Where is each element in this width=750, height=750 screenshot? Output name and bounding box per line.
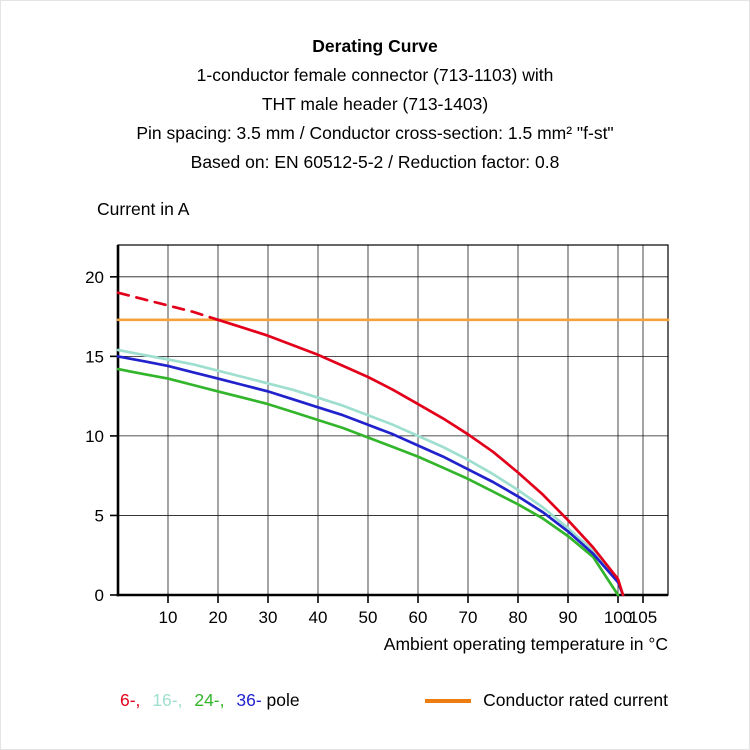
x-tick-label: 10 [159,608,178,627]
x-tick-label: 70 [459,608,478,627]
x-tick-label: 60 [409,608,428,627]
legend-poles: 6-, 16-, 24-, 36- pole [120,690,300,711]
x-tick-label: 50 [359,608,378,627]
y-tick-label: 0 [95,586,104,605]
x-axis-title: Ambient operating temperature in °C [383,634,668,654]
legend-pole-6: 6-, [120,690,141,710]
rated-current-line-swatch [425,698,472,703]
series-6-pole [116,291,220,322]
x-tick-label: 100 [604,608,632,627]
y-tick-label: 10 [85,427,104,446]
series-6-pole [216,318,625,597]
subtitle-line-4: Based on: EN 60512-5-2 / Reduction facto… [190,152,560,172]
y-tick-label: 20 [85,268,104,287]
y-tick-label: 5 [95,506,104,525]
x-tick-label: 90 [559,608,578,627]
series-16-pole [116,348,625,597]
chart-header: Derating Curve 1-conductor female connec… [0,32,750,177]
subtitle-line-2: THT male header (713-1403) [261,94,489,114]
legend-pole-16: 16-, [152,690,183,710]
x-tick-label: 80 [509,608,528,627]
legend-pole-suffix: pole [266,690,300,710]
legend-rated-current: Conductor rated current [425,690,668,711]
chart-title: Derating Curve [312,36,438,56]
subtitle-line-3: Pin spacing: 3.5 mm / Conductor cross-se… [136,123,614,143]
x-tick-label: 30 [259,608,278,627]
y-tick-label: 15 [85,347,104,366]
subtitle-line-1: 1-conductor female connector (713-1103) … [196,65,554,85]
legend-pole-36: 36- [236,690,262,710]
series-24-pole [116,367,620,597]
legend: 6-, 16-, 24-, 36- pole Conductor rated c… [120,690,668,711]
legend-pole-24: 24-, [194,690,225,710]
series-36-pole [116,355,625,597]
rated-current-label: Conductor rated current [483,690,668,710]
x-tick-label: 20 [209,608,228,627]
x-tick-label: 40 [309,608,328,627]
x-tick-label: 105 [629,608,657,627]
y-axis-title: Current in A [97,199,190,219]
